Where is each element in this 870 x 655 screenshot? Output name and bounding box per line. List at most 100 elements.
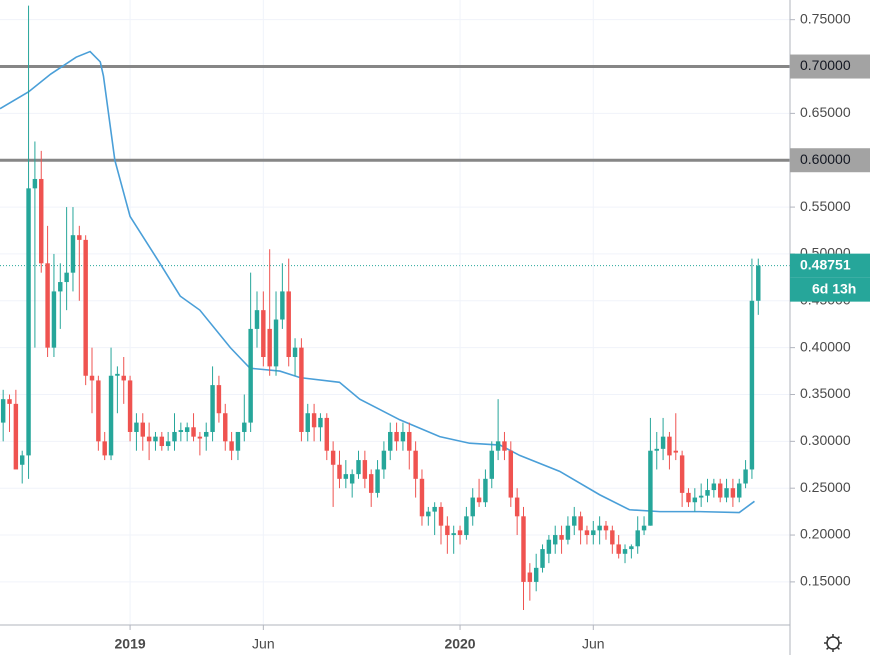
candle-body <box>464 516 469 536</box>
candle-body <box>432 506 437 512</box>
settings-icon[interactable] <box>824 634 842 652</box>
candle-body <box>407 431 412 451</box>
candle-body <box>648 450 653 526</box>
candle-body <box>26 188 31 456</box>
candle-body <box>686 492 691 503</box>
candle-body <box>692 497 698 503</box>
candle-body <box>140 422 145 437</box>
candle-body <box>349 474 355 484</box>
axis-labels: 0.15000 0.20000 0.25000 0.30000 0.35000 0.400… <box>115 10 870 652</box>
candle-body <box>527 572 533 582</box>
candle-body <box>533 567 539 582</box>
candle-body <box>0 399 6 423</box>
candle-body <box>286 291 291 358</box>
y-tick-label: 0.30000 <box>800 432 851 448</box>
y-tick-label: 0.55000 <box>800 198 851 214</box>
candle-body <box>470 497 475 517</box>
candle-body <box>737 483 742 498</box>
candle-body <box>165 441 171 447</box>
candle-body <box>362 460 368 479</box>
candle-body <box>337 464 342 479</box>
candle-body <box>368 474 374 493</box>
candle-body <box>743 469 748 484</box>
y-tick-label: 0.35000 <box>800 385 851 401</box>
candle-body <box>667 436 672 456</box>
hline-label: 0.60000 <box>800 151 851 167</box>
candle-body <box>261 310 266 358</box>
candle-body <box>191 427 196 437</box>
candle-body <box>546 539 552 554</box>
y-tick-label: 0.20000 <box>800 526 851 542</box>
candle-body <box>197 436 203 439</box>
y-tick-label: 0.25000 <box>800 479 851 495</box>
candle-body <box>641 525 647 531</box>
y-tick-label: 0.15000 <box>800 573 851 589</box>
candle-body <box>654 448 659 451</box>
candle-body <box>597 525 602 531</box>
candle-body <box>356 460 361 475</box>
moving-average-line <box>0 50 755 514</box>
candle-body <box>400 431 406 442</box>
y-tick-label: 0.75000 <box>800 10 851 26</box>
candle-body <box>39 178 44 264</box>
candle-body <box>64 272 69 283</box>
candle-body <box>96 380 101 442</box>
candle-body <box>591 530 596 536</box>
countdown-box <box>790 277 870 302</box>
candle-body <box>521 516 526 582</box>
candle-body <box>756 265 761 301</box>
candle-body <box>248 328 253 423</box>
candle-body <box>134 422 139 432</box>
candle-body <box>299 347 304 432</box>
candle-body <box>749 300 755 470</box>
candle-body <box>381 450 387 470</box>
candle-body <box>413 450 418 479</box>
candle-body <box>502 441 507 451</box>
candle-body <box>603 525 609 531</box>
candle-body <box>159 436 165 447</box>
candle-body <box>622 549 628 554</box>
candle-body <box>267 328 272 367</box>
candle-body <box>32 178 38 189</box>
candle-body <box>559 535 564 540</box>
candle-body <box>457 530 463 536</box>
candle-body <box>724 488 729 498</box>
candle-body <box>13 403 19 470</box>
candle-body <box>495 441 501 451</box>
candle-body <box>273 319 279 367</box>
candle-body <box>660 436 666 449</box>
candle-body <box>476 497 482 503</box>
candle-body <box>553 535 558 545</box>
candle-body <box>178 430 184 432</box>
candle-body <box>679 455 685 493</box>
candles <box>0 5 761 611</box>
candle-body <box>483 478 488 503</box>
axes <box>0 0 791 655</box>
candle-body <box>280 291 285 320</box>
candle-body <box>717 483 723 498</box>
candle-body <box>489 450 494 479</box>
price-label: 0.48751 <box>800 256 851 272</box>
candle-body <box>305 413 310 432</box>
hline-label-box <box>790 148 870 173</box>
candle-body <box>127 380 133 432</box>
candle-body <box>388 431 393 451</box>
candle-body <box>184 427 190 432</box>
candle-body <box>330 450 336 465</box>
candle-body <box>375 469 380 493</box>
candle-body <box>115 373 120 376</box>
candle-body <box>235 431 241 451</box>
candle-body <box>311 413 317 428</box>
candle-body <box>419 478 425 517</box>
candle-body <box>102 441 107 456</box>
candle-body <box>698 495 704 498</box>
candle-body <box>121 375 126 381</box>
x-tick-label: 2019 <box>115 636 146 652</box>
y-tick-label: 0.40000 <box>800 338 851 354</box>
candle-body <box>394 431 399 442</box>
candle-body <box>292 347 298 358</box>
candle-body <box>254 310 260 329</box>
candle-body <box>216 385 222 414</box>
